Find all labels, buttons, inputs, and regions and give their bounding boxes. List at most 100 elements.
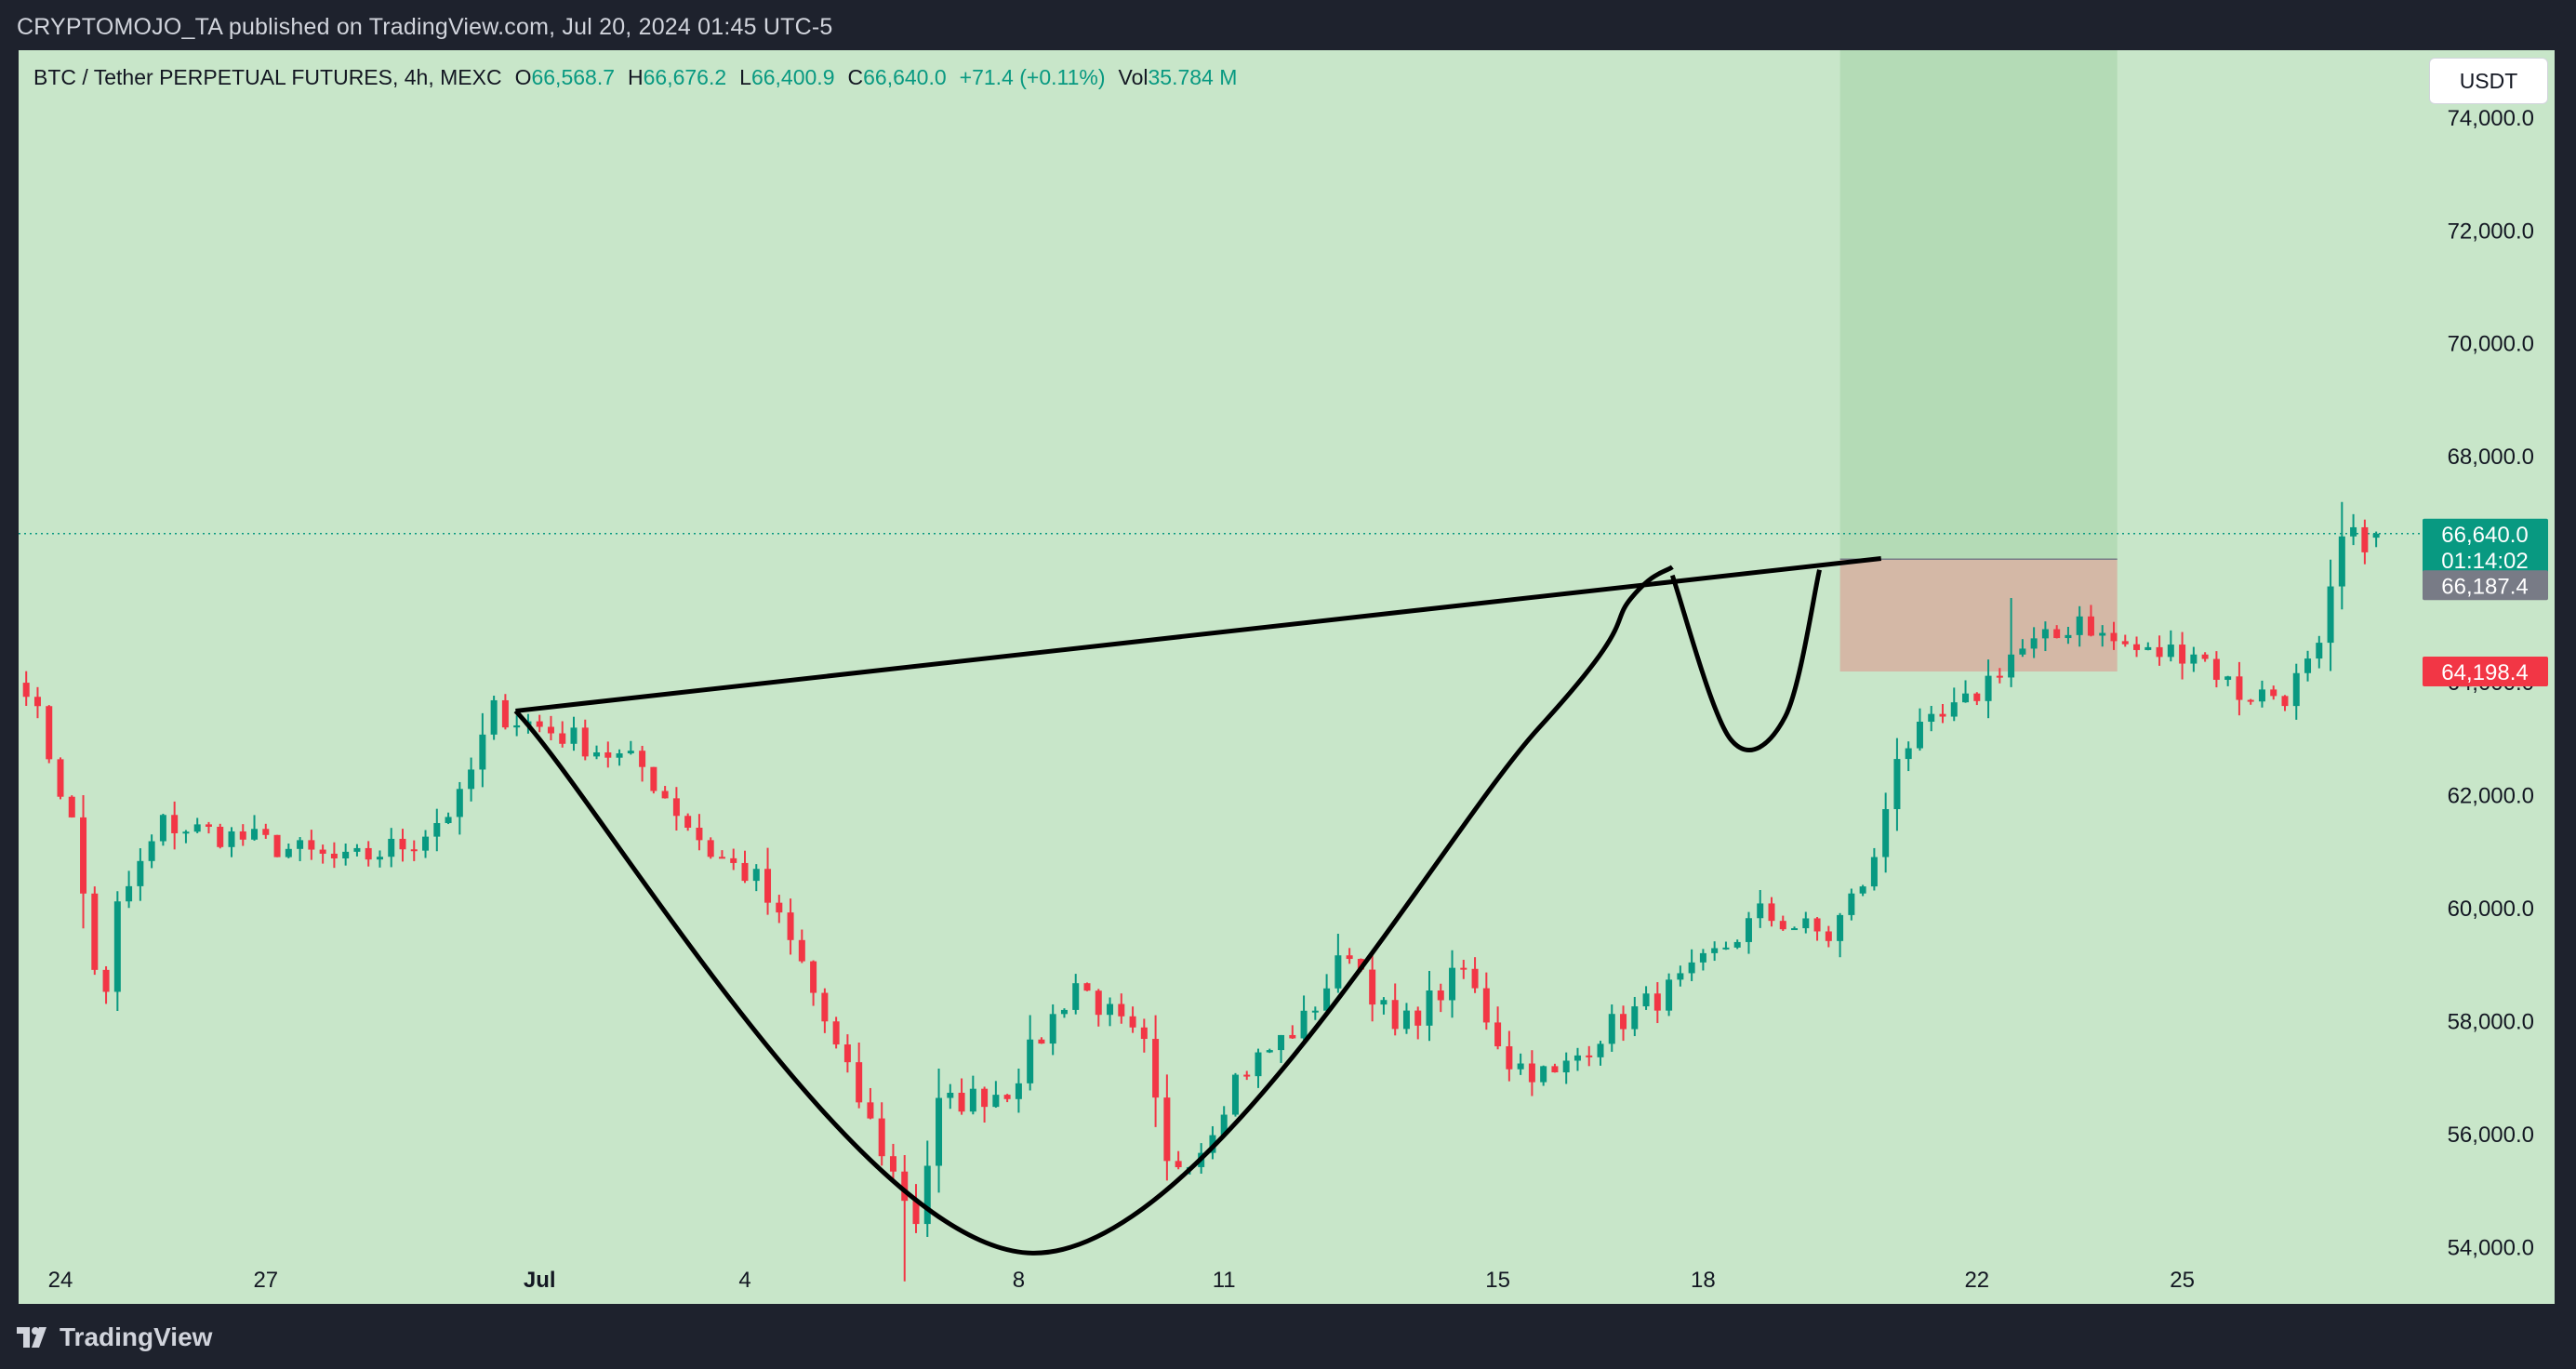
candle (422, 830, 430, 858)
candle-body (388, 838, 395, 857)
price-badge-stop: 64,198.4 (2423, 657, 2548, 687)
candle (1893, 738, 1901, 831)
candle (2316, 635, 2323, 669)
tradingview-logo-icon (17, 1327, 46, 1348)
candle (251, 815, 259, 841)
candle-body (1950, 702, 1958, 717)
candle (1300, 995, 1308, 1045)
candle-body (1391, 1000, 1399, 1030)
price-chart[interactable]: 54,000.0 56,000.0 58,000.0 60,000.0 62,000.0… (19, 50, 2555, 1304)
candle-body (1426, 990, 1433, 1026)
candle (878, 1102, 885, 1166)
candle (810, 960, 817, 1006)
candle (2110, 621, 2118, 650)
candle-body (1243, 1074, 1251, 1077)
currency-selector[interactable]: USDT (2429, 58, 2548, 104)
candle-body (80, 817, 87, 894)
candle (1140, 1018, 1148, 1053)
candle (1528, 1050, 1535, 1097)
candle (410, 840, 418, 861)
candle-body (867, 1102, 874, 1119)
candle-body (2110, 632, 2118, 642)
candle (559, 721, 566, 748)
price-badge-label: 66,187.4 (2441, 574, 2528, 599)
time-tick-label: 4 (738, 1268, 750, 1293)
candle-body (1791, 928, 1799, 931)
candle (2304, 650, 2312, 682)
tradingview-logo[interactable]: TradingView (17, 1322, 212, 1352)
candle (2236, 661, 2243, 716)
candle (1437, 983, 1444, 1013)
candle-body (947, 1092, 954, 1098)
legend-open-label: O (514, 65, 532, 89)
time-tick-label: 15 (1485, 1268, 1510, 1293)
candle-body (2030, 638, 2038, 649)
candle (137, 848, 144, 901)
candle-body (1300, 1010, 1308, 1039)
candle (1027, 1015, 1034, 1091)
cup-and-handle-drawing[interactable] (513, 556, 1882, 1256)
candle (1015, 1068, 1022, 1113)
candle (262, 823, 270, 839)
candle (2019, 639, 2026, 658)
candle (1768, 897, 1775, 927)
candle (1278, 1034, 1285, 1063)
candle-body (2041, 629, 2049, 639)
time-axis[interactable]: 24 27 Jul 4 8 11 15 18 22 25 (48, 1268, 2195, 1293)
candle (1733, 939, 1741, 950)
candle-body (1015, 1083, 1022, 1099)
candle-body (2350, 526, 2357, 537)
time-tick-label: 8 (1013, 1268, 1025, 1293)
candle-body (262, 829, 270, 835)
candle-body (1175, 1161, 1182, 1167)
candle (547, 715, 554, 741)
candle-body (2099, 632, 2106, 636)
legend-close-value: 66,640.0 (863, 65, 947, 89)
candle (1631, 996, 1639, 1037)
candle (1380, 997, 1388, 1015)
candle (113, 891, 121, 1011)
candle (399, 829, 406, 862)
candle (2041, 621, 2049, 652)
candle (1586, 1045, 1593, 1067)
candle (936, 1068, 943, 1193)
candle (1414, 1006, 1422, 1040)
long-position-tool[interactable] (1839, 50, 2118, 672)
candle-body (2156, 646, 2163, 658)
candle (182, 830, 190, 844)
candle (981, 1086, 989, 1123)
candle-body (1334, 955, 1342, 989)
price-axis[interactable]: 54,000.0 56,000.0 58,000.0 60,000.0 62,000.0… (2423, 106, 2548, 1260)
candle (1677, 965, 1684, 987)
candle-body (1859, 886, 1866, 894)
candle (1666, 973, 1673, 1017)
candle-body (273, 834, 281, 857)
candle (217, 823, 224, 849)
candle-body (445, 817, 452, 824)
chart-pane[interactable]: 54,000.0 56,000.0 58,000.0 60,000.0 62,000.0… (19, 50, 2555, 1304)
candle-body (1289, 1034, 1296, 1039)
candle-body (2338, 536, 2345, 587)
publish-info: CRYPTOMOJO_TA published on TradingView.c… (17, 14, 833, 40)
time-tick-label: 27 (253, 1268, 278, 1293)
candle-body (639, 751, 646, 767)
candle-body (1118, 1003, 1125, 1017)
candle-body (228, 831, 235, 847)
legend-close-label: C (847, 65, 864, 89)
candle (912, 1184, 920, 1233)
candle-body (1107, 1003, 1114, 1016)
candle (1460, 960, 1467, 979)
candle-body (787, 912, 794, 940)
candle (1711, 941, 1719, 962)
candle (126, 871, 133, 909)
time-tick-label: 22 (1964, 1268, 1989, 1293)
candle (1779, 915, 1786, 931)
legend-low-value: 66,400.9 (750, 65, 835, 89)
candle-body (410, 849, 418, 852)
candle (593, 745, 601, 760)
price-badge-last: 66,640.001:14:02 (2423, 518, 2548, 575)
candle-body (718, 857, 725, 859)
candle-body (1722, 947, 1730, 950)
candle-body (2270, 689, 2277, 697)
candle (2372, 531, 2380, 548)
